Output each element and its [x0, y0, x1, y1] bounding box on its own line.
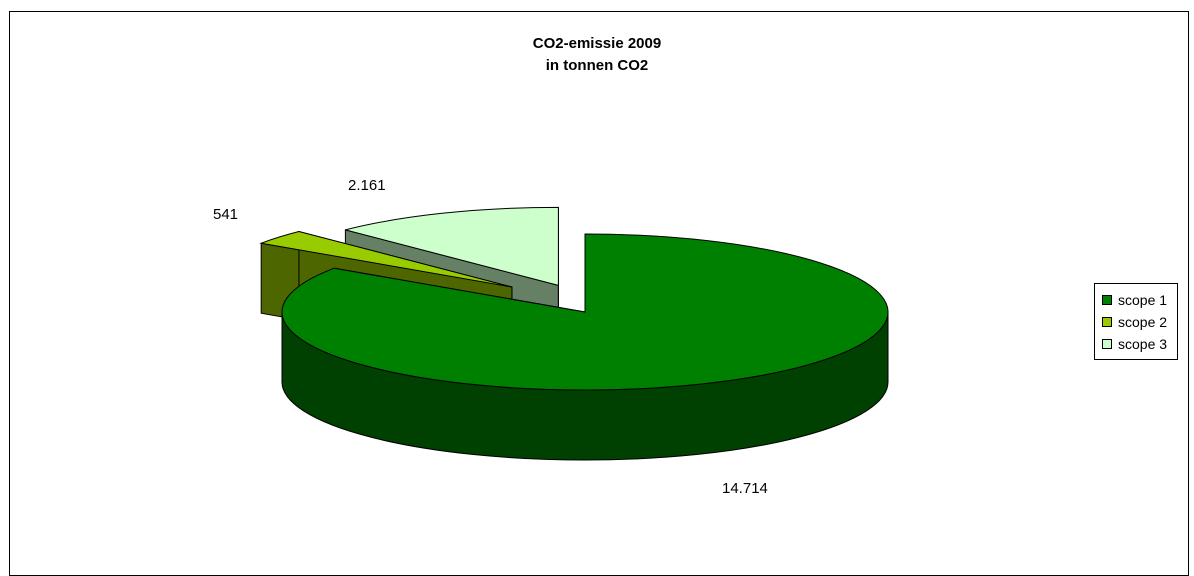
data-label-scope-2: 541 — [213, 206, 239, 223]
legend-swatch-scope-3 — [1102, 339, 1112, 349]
chart-subtitle: in tonnen CO2 — [545, 57, 649, 74]
slice-scope-1 — [281, 233, 889, 391]
data-label-scope-3: 2.161 — [348, 177, 386, 194]
slice-scope-3 — [345, 206, 559, 286]
chart-title: CO2-emissie 2009 — [532, 35, 662, 52]
legend-label-scope-3: scope 3 — [1118, 336, 1168, 352]
legend-swatch-scope-2 — [1102, 317, 1112, 327]
legend-swatch-scope-1 — [1102, 295, 1112, 305]
data-label-scope-1: 14.714 — [722, 480, 768, 497]
slice-scope-2 — [259, 230, 513, 288]
legend-item-scope-3: scope 3 — [1102, 335, 1167, 353]
legend-label-scope-1: scope 1 — [1118, 292, 1168, 308]
legend-label-scope-2: scope 2 — [1118, 314, 1168, 330]
legend: scope 1 scope 2 scope 3 — [1094, 283, 1178, 360]
legend-item-scope-1: scope 1 — [1102, 291, 1167, 309]
legend-item-scope-2: scope 2 — [1102, 313, 1167, 331]
